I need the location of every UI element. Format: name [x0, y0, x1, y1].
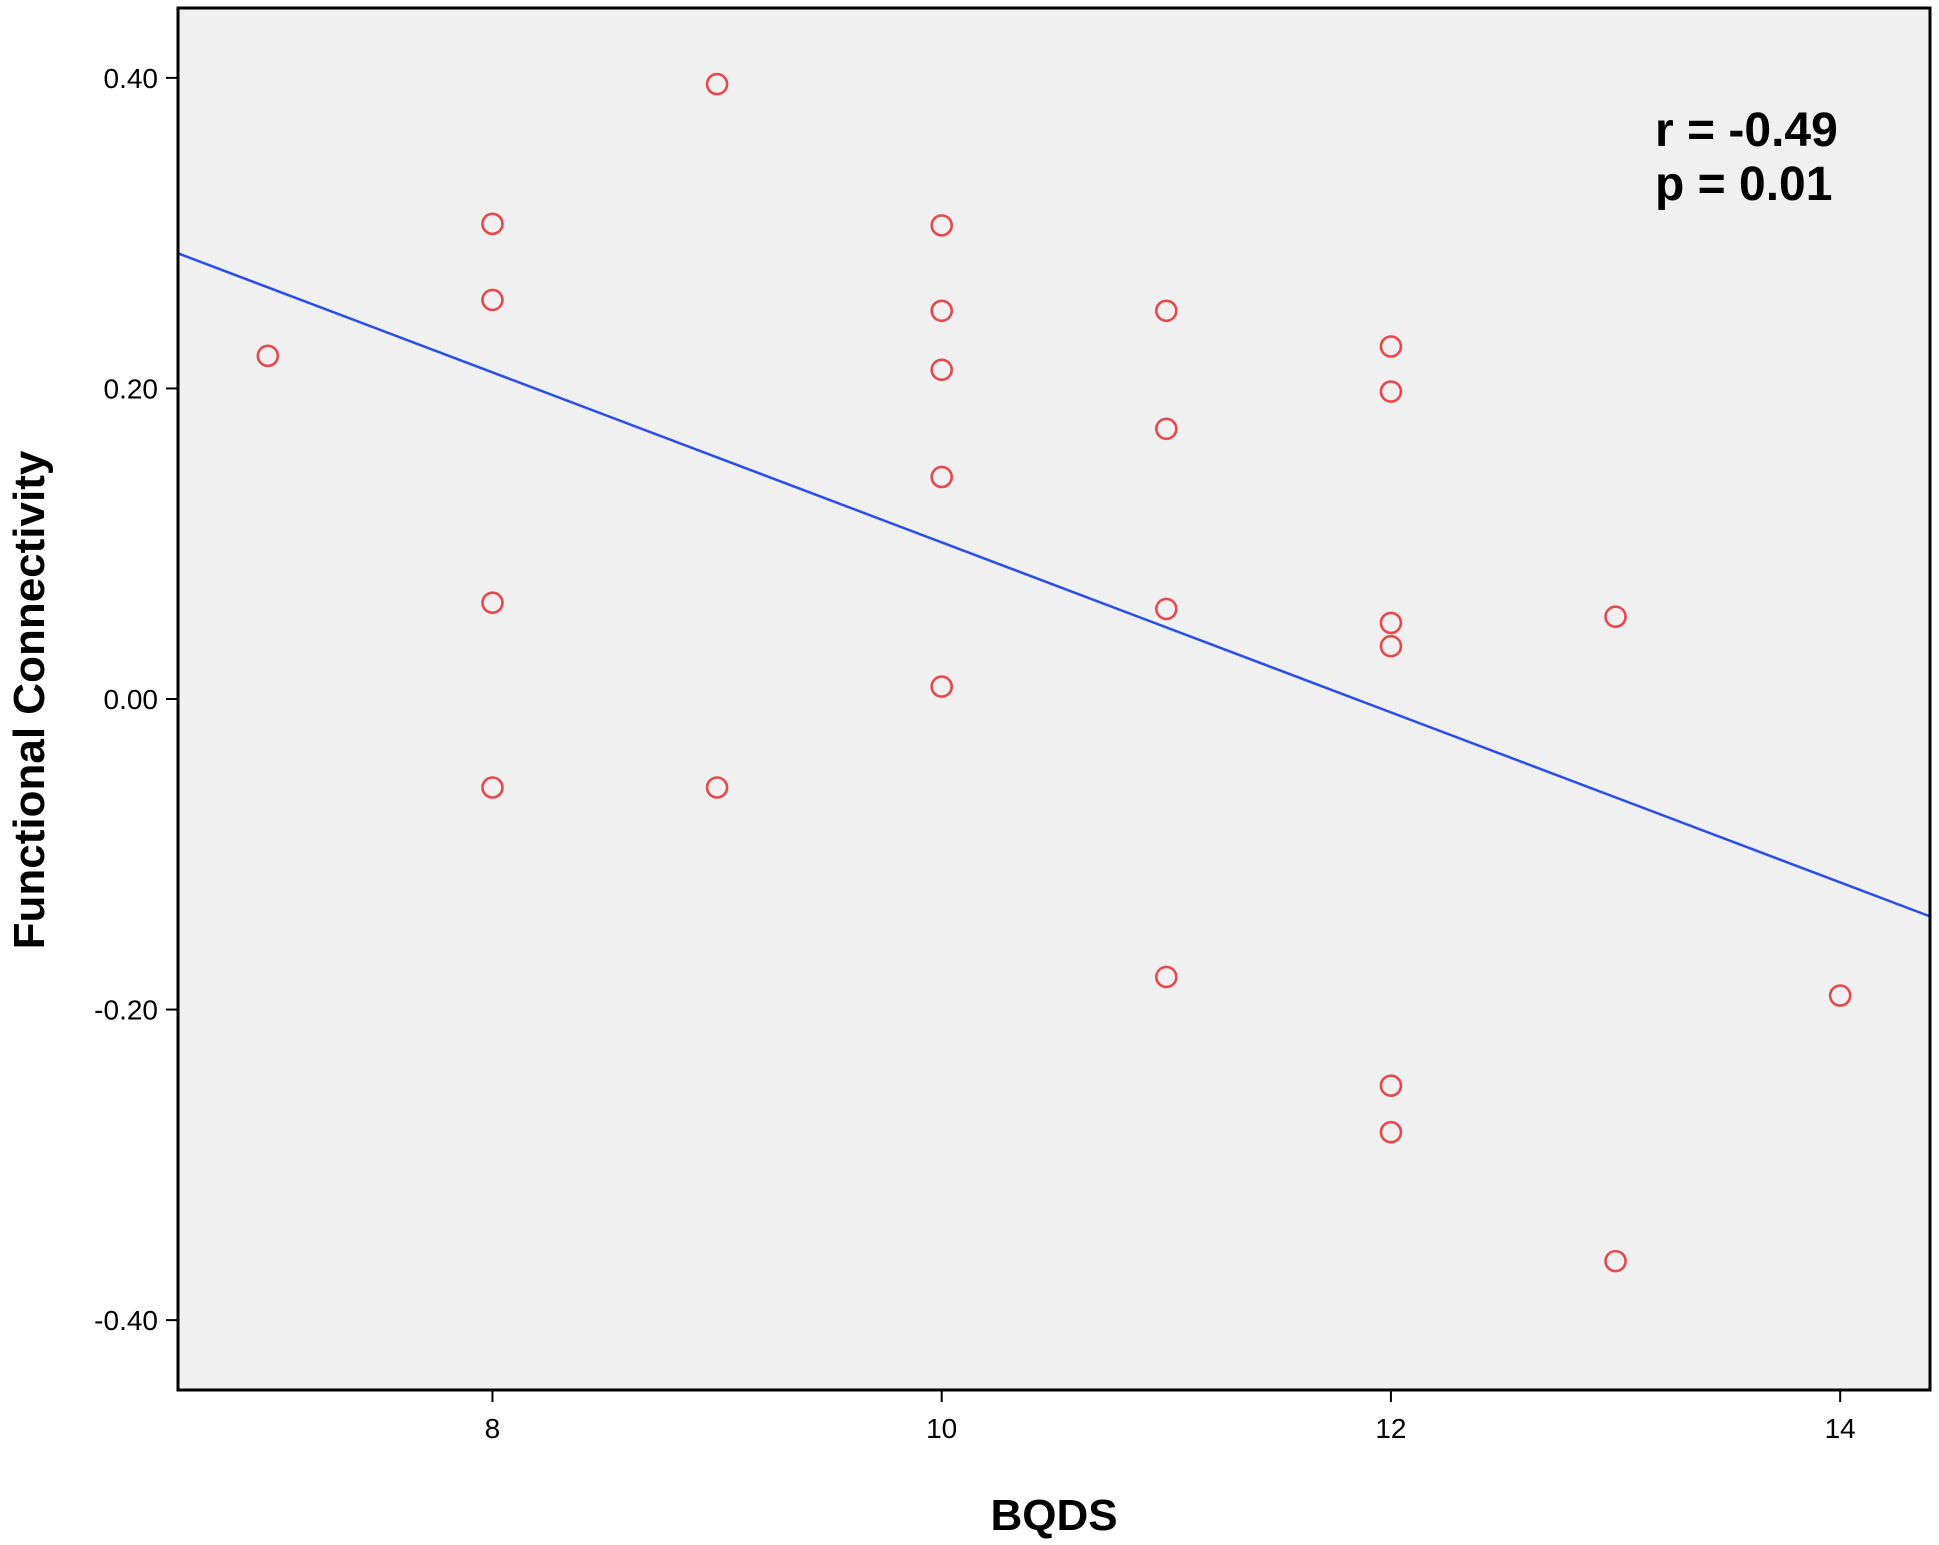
plot-area-background: [178, 8, 1930, 1390]
fit-line-layer: [177, 252, 1931, 918]
data-point: [1379, 335, 1403, 358]
data-point: [1155, 965, 1178, 989]
data-point: [1155, 417, 1178, 441]
y-tick-label: 0.40: [104, 63, 159, 94]
x-tick-label: 14: [1825, 1413, 1856, 1444]
y-axis-title: Functional Connectivity: [5, 450, 54, 949]
y-tick-label: 0.00: [104, 684, 159, 715]
data-point: [1155, 597, 1178, 621]
x-axis-ticks: 8 10 12 14: [485, 1390, 1856, 1444]
data-point: [481, 776, 504, 799]
stat-r-label: r = -0.49: [1655, 104, 1838, 157]
y-axis-ticks: 0.40 0.20 0.00 -0.20 -0.40: [94, 63, 178, 1336]
data-point: [481, 288, 504, 312]
y-tick-label: -0.40: [94, 1305, 158, 1336]
x-axis-title: BQDS: [990, 1491, 1117, 1540]
x-tick-label: 10: [926, 1413, 957, 1444]
data-point: [930, 299, 953, 323]
data-point: [930, 214, 953, 237]
data-points-layer: [256, 72, 1852, 1273]
data-point: [1155, 299, 1178, 323]
regression-line: [177, 252, 1931, 918]
data-point: [1379, 1120, 1403, 1144]
data-point: [705, 776, 729, 799]
data-point: [1828, 984, 1852, 1007]
data-point: [1604, 605, 1627, 629]
data-point: [1379, 634, 1403, 658]
data-point: [481, 212, 504, 236]
data-point: [930, 675, 953, 698]
data-point: [1379, 611, 1403, 635]
y-tick-label: -0.20: [94, 995, 158, 1026]
data-point: [930, 465, 953, 489]
x-tick-label: 8: [485, 1413, 501, 1444]
data-point: [1379, 1074, 1403, 1097]
data-point: [930, 358, 953, 382]
y-tick-label: 0.20: [104, 373, 159, 404]
data-point: [705, 72, 729, 96]
stat-p-label: p = 0.01: [1655, 158, 1832, 211]
data-point: [481, 591, 504, 615]
x-tick-label: 12: [1375, 1413, 1406, 1444]
data-point: [256, 344, 280, 368]
data-point: [1379, 380, 1403, 403]
data-point: [1604, 1249, 1627, 1273]
